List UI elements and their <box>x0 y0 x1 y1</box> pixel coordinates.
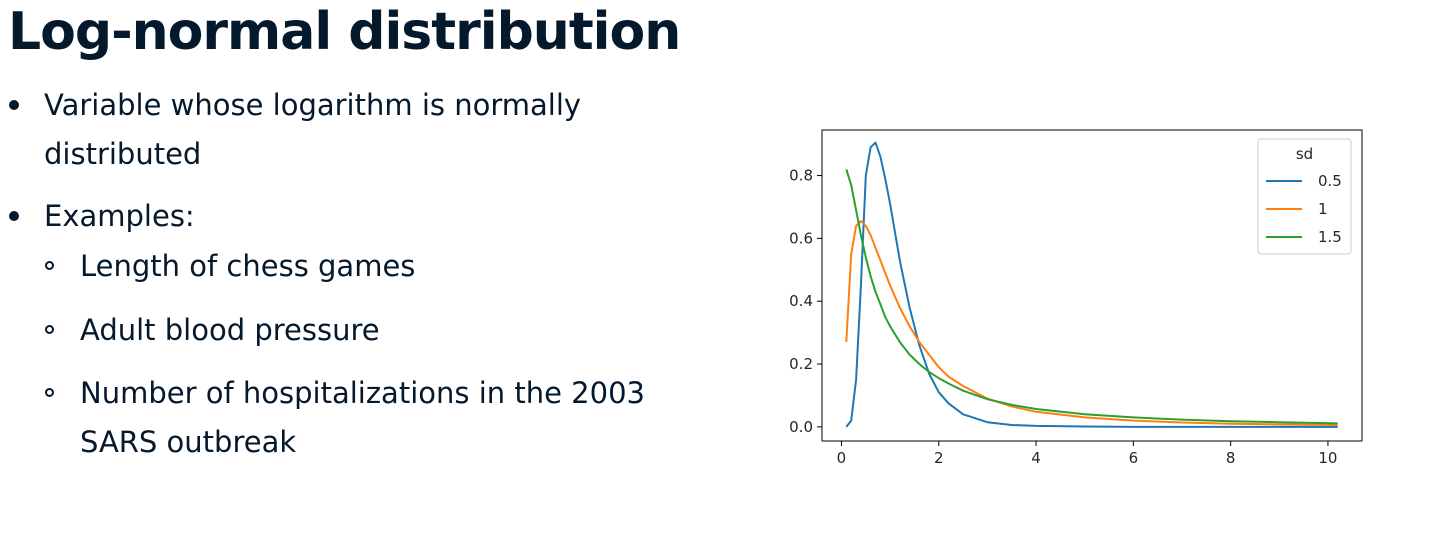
x-tick-label: 4 <box>1031 449 1041 467</box>
series-line-1.5 <box>845 169 1338 425</box>
x-tick-label: 10 <box>1318 449 1337 467</box>
bullet-dot-icon <box>9 211 19 221</box>
y-tick-label: 0.6 <box>789 229 813 247</box>
legend-label: 0.5 <box>1318 172 1342 190</box>
lognormal-density-chart: 0 2 4 6 8 10 0.0 0.2 0.4 0.6 0.8 sd 0.5 1 1.5 <box>789 129 1363 467</box>
legend-label: 1 <box>1318 200 1328 218</box>
legend-box <box>1257 138 1352 255</box>
legend-title: sd <box>1296 145 1313 163</box>
legend-label: 1.5 <box>1318 228 1342 246</box>
y-tick-label: 0.8 <box>789 167 813 185</box>
sub-bullet-text-line: Adult blood pressure <box>80 313 380 347</box>
sub-bullet-ring-icon <box>45 261 54 270</box>
series-line-0.5 <box>845 141 1338 428</box>
plot-frame <box>821 129 1363 442</box>
bullet-text-line: distributed <box>44 137 202 171</box>
sub-bullet-text-line: Length of chess games <box>80 249 416 283</box>
bullet-text-line: Variable whose logarithm is normally <box>44 88 582 122</box>
slide-title: Log-normal distribution <box>8 2 681 62</box>
sub-bullet-text-line: SARS outbreak <box>80 425 297 459</box>
series-line-1 <box>845 220 1338 426</box>
x-tick-label: 2 <box>934 449 944 467</box>
y-tick-label: 0.4 <box>789 292 813 310</box>
bullet-dot-icon <box>9 100 19 110</box>
x-tick-label: 0 <box>837 449 847 467</box>
y-tick-label: 0.0 <box>789 418 813 436</box>
x-tick-label: 6 <box>1129 449 1139 467</box>
x-tick-label: 8 <box>1226 449 1236 467</box>
sub-bullet-ring-icon <box>45 388 54 397</box>
sub-bullet-text-line: Number of hospitalizations in the 2003 <box>80 376 645 410</box>
bullet-text-line: Examples: <box>44 199 195 233</box>
sub-bullet-ring-icon <box>45 325 54 334</box>
y-tick-label: 0.2 <box>789 355 813 373</box>
